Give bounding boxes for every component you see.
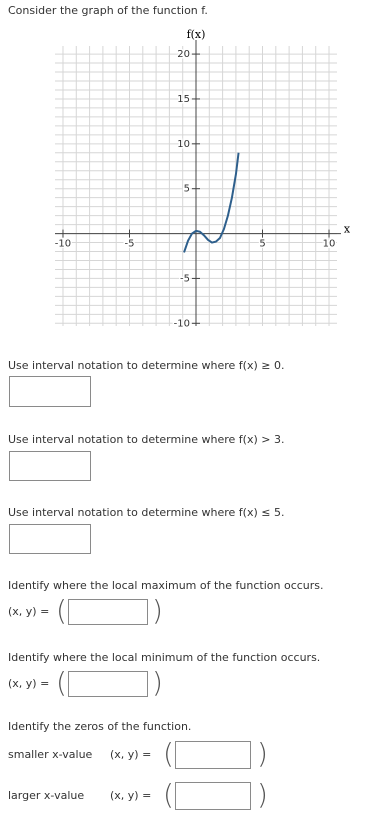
x-tick-label: -10 (55, 239, 71, 250)
paren: ( (56, 666, 67, 699)
prefix: (x, y) = (110, 789, 152, 802)
paren: ) (152, 594, 163, 627)
paren: ( (163, 737, 174, 770)
prefix: (x, y) = (8, 677, 50, 690)
paren: ( (56, 594, 67, 627)
row-label: smaller x-value (8, 748, 93, 761)
y-tick-label: -10 (174, 318, 190, 329)
paren: ) (152, 666, 163, 699)
x-tick-label: 5 (259, 239, 265, 250)
question: Use interval notation to determine where… (8, 359, 285, 372)
answer-box[interactable] (175, 782, 251, 810)
y-tick-label: 10 (177, 139, 190, 150)
x-tick-label: 10 (323, 239, 336, 250)
prefix: (x, y) = (8, 605, 50, 618)
question: Identify where the local minimum of the … (8, 651, 321, 664)
y-tick-label: 5 (184, 184, 190, 195)
x-axis-label: x (344, 223, 351, 236)
row-label: larger x-value (8, 789, 85, 802)
question: Identify the zeros of the function. (8, 720, 192, 733)
answer-box[interactable] (68, 671, 148, 697)
question: Identify where the local maximum of the … (8, 579, 324, 592)
question: Use interval notation to determine where… (8, 433, 285, 446)
paren: ( (163, 778, 174, 811)
y-tick-label: -5 (180, 273, 190, 284)
prefix: (x, y) = (110, 748, 152, 761)
answer-box[interactable] (9, 524, 91, 554)
answer-box[interactable] (175, 741, 251, 769)
function-curve (183, 152, 240, 253)
x-tick-label: -5 (124, 239, 134, 250)
y-axis-label: f(x) (187, 28, 206, 41)
paren: ) (257, 737, 268, 770)
answer-box[interactable] (9, 451, 91, 481)
question: Use interval notation to determine where… (8, 506, 285, 519)
y-tick-label: 15 (177, 94, 190, 105)
answer-box[interactable] (9, 376, 91, 407)
graph: f(x) x -10 -5 5 10 -10 -5 5 10 15 20 (53, 28, 351, 331)
intro: Consider the graph of the function f. (8, 4, 208, 17)
answer-box[interactable] (68, 599, 148, 625)
y-tick-label: 20 (177, 49, 190, 60)
paren: ) (257, 778, 268, 811)
